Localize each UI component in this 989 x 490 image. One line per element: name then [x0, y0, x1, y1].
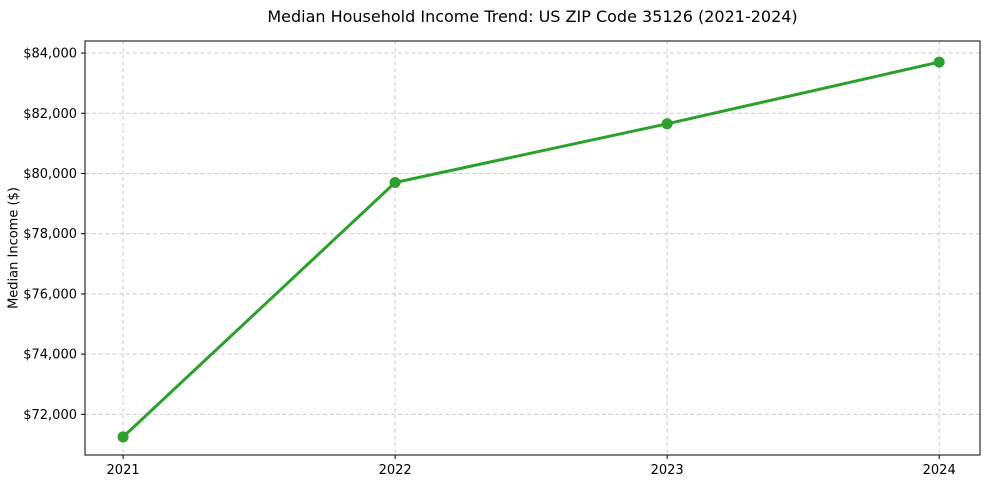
y-axis-label: Median Income ($) [6, 187, 22, 309]
x-tick-label: 2022 [379, 463, 412, 478]
x-tick-label: 2021 [107, 463, 140, 478]
x-tick-label: 2023 [651, 463, 684, 478]
x-tick-label: 2024 [923, 463, 956, 478]
y-tick-label: $80,000 [23, 167, 77, 182]
data-point [389, 177, 401, 189]
data-point [661, 118, 673, 130]
y-tick-label: $76,000 [23, 287, 77, 302]
trend-line [121, 60, 941, 439]
y-tick-label: $74,000 [23, 348, 77, 363]
y-tick-label: $84,000 [23, 47, 77, 62]
data-point [117, 431, 129, 443]
y-tick-label: $82,000 [23, 107, 77, 122]
chart-title: Median Household Income Trend: US ZIP Co… [267, 7, 798, 26]
data-point [933, 56, 945, 68]
y-tick-label: $72,000 [23, 408, 77, 423]
plot-frame [84, 40, 981, 456]
y-tick-label: $78,000 [23, 227, 77, 242]
